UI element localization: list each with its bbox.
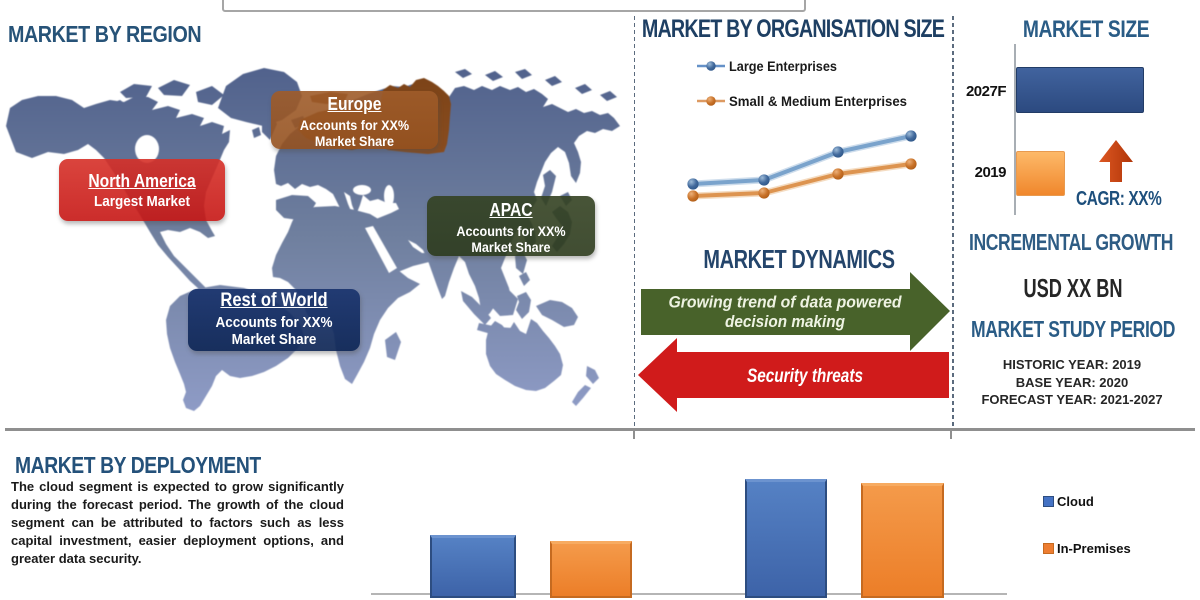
svg-text:decision making: decision making xyxy=(725,312,846,331)
svg-text:Large Enterprises: Large Enterprises xyxy=(729,59,837,74)
svg-text:Small & Medium Enterprises: Small & Medium Enterprises xyxy=(729,94,907,109)
svg-text:Growing trend of data powered: Growing trend of data powered xyxy=(669,293,903,312)
svg-text:Security threats: Security threats xyxy=(747,366,863,387)
